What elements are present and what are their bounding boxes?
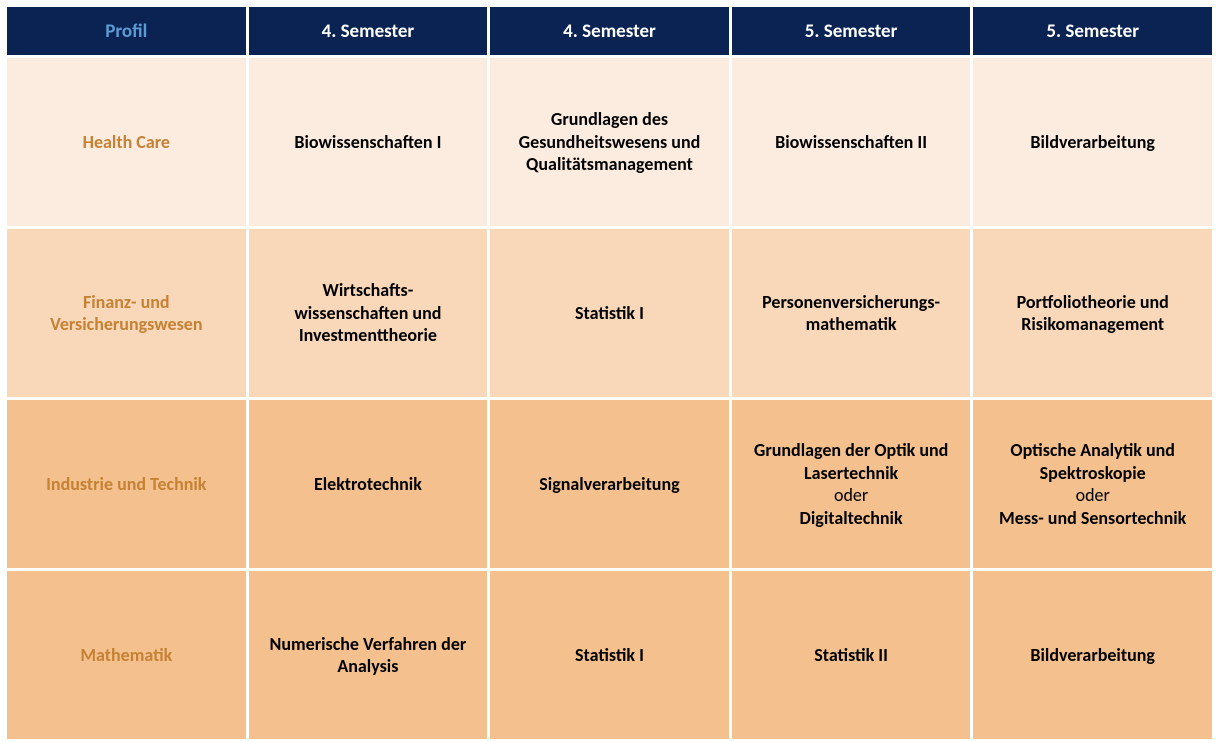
course-cell: Statistik I: [490, 571, 729, 739]
course-text: Bildverarbeitung: [1030, 644, 1155, 667]
course-text: Biowissenschaften I: [294, 131, 441, 154]
course-cell: Elektrotechnik: [249, 400, 488, 568]
course-text: mathematik: [806, 313, 897, 336]
course-cell: Portfoliotheorie und Risikomanagement: [973, 229, 1212, 397]
course-cell: Statistik II: [732, 571, 971, 739]
header-sem4b: 4. Semester: [490, 7, 729, 55]
header-sem4a: 4. Semester: [249, 7, 488, 55]
course-text: Optische Analytik und Spektroskopie: [983, 439, 1202, 484]
course-text: oder: [1076, 484, 1110, 507]
course-cell: Signalverarbeitung: [490, 400, 729, 568]
profile-label: Health Care: [83, 131, 170, 154]
table-row: Mathematik Numerische Verfahren der Analy…: [7, 571, 1212, 739]
course-text: Grundlagen des Gesundheitswesens und Qua…: [500, 108, 719, 176]
course-text: Statistik II: [814, 644, 888, 667]
course-text: Digitaltechnik: [800, 507, 903, 530]
table-row: Industrie und Technik Elektrotechnik Signa…: [7, 400, 1212, 568]
profile-label: Mathematik: [80, 644, 172, 667]
course-text: Numerische Verfahren der Analysis: [259, 633, 478, 678]
course-text: Portfoliotheorie und Risikomanagement: [983, 291, 1202, 336]
course-text: Signalverarbeitung: [539, 473, 679, 496]
course-cell: Bildverarbeitung: [973, 571, 1212, 739]
course-text: Statistik I: [575, 644, 644, 667]
course-text: Mess- und Sensortechnik: [999, 507, 1186, 530]
course-cell: Personenversicherungs-mathematik: [732, 229, 971, 397]
course-cell: Grundlagen des Gesundheitswesens und Qua…: [490, 58, 729, 226]
course-cell: Biowissenschaften II: [732, 58, 971, 226]
profile-cell: Mathematik: [7, 571, 246, 739]
course-cell: Bildverarbeitung: [973, 58, 1212, 226]
header-sem5b: 5. Semester: [973, 7, 1212, 55]
course-text: Personenversicherungs-: [762, 291, 940, 314]
profile-cell: Industrie und Technik: [7, 400, 246, 568]
course-cell: Optische Analytik und SpektroskopieoderM…: [973, 400, 1212, 568]
course-text: Statistik I: [575, 302, 644, 325]
header-row: Profil 4. Semester 4. Semester 5. Semest…: [7, 7, 1212, 55]
course-cell: Numerische Verfahren der Analysis: [249, 571, 488, 739]
profile-label: Industrie und Technik: [46, 473, 206, 496]
course-text: oder: [834, 484, 868, 507]
course-text: wissenschaften und Investmenttheorie: [259, 302, 478, 347]
profile-cell: Health Care: [7, 58, 246, 226]
course-text: Bildverarbeitung: [1030, 131, 1155, 154]
course-text: Grundlagen der Optik und Lasertechnik: [742, 439, 961, 484]
header-sem5a: 5. Semester: [732, 7, 971, 55]
course-cell: Grundlagen der Optik und Lasertechnikode…: [732, 400, 971, 568]
profile-label: Finanz- und Versicherungswesen: [17, 291, 236, 336]
course-cell: Wirtschafts-wissenschaften und Investmen…: [249, 229, 488, 397]
table-row: Finanz- und Versicherungswesen Wirtschaft…: [7, 229, 1212, 397]
course-cell: Biowissenschaften I: [249, 58, 488, 226]
course-text: Wirtschafts-: [323, 279, 414, 302]
curriculum-table: Profil 4. Semester 4. Semester 5. Semest…: [4, 4, 1215, 742]
course-cell: Statistik I: [490, 229, 729, 397]
table-row: Health Care Biowissenschaften I Grundlagen…: [7, 58, 1212, 226]
course-text: Elektrotechnik: [314, 473, 422, 496]
profile-cell: Finanz- und Versicherungswesen: [7, 229, 246, 397]
course-text: Biowissenschaften II: [775, 131, 927, 154]
header-profil: Profil: [7, 7, 246, 55]
